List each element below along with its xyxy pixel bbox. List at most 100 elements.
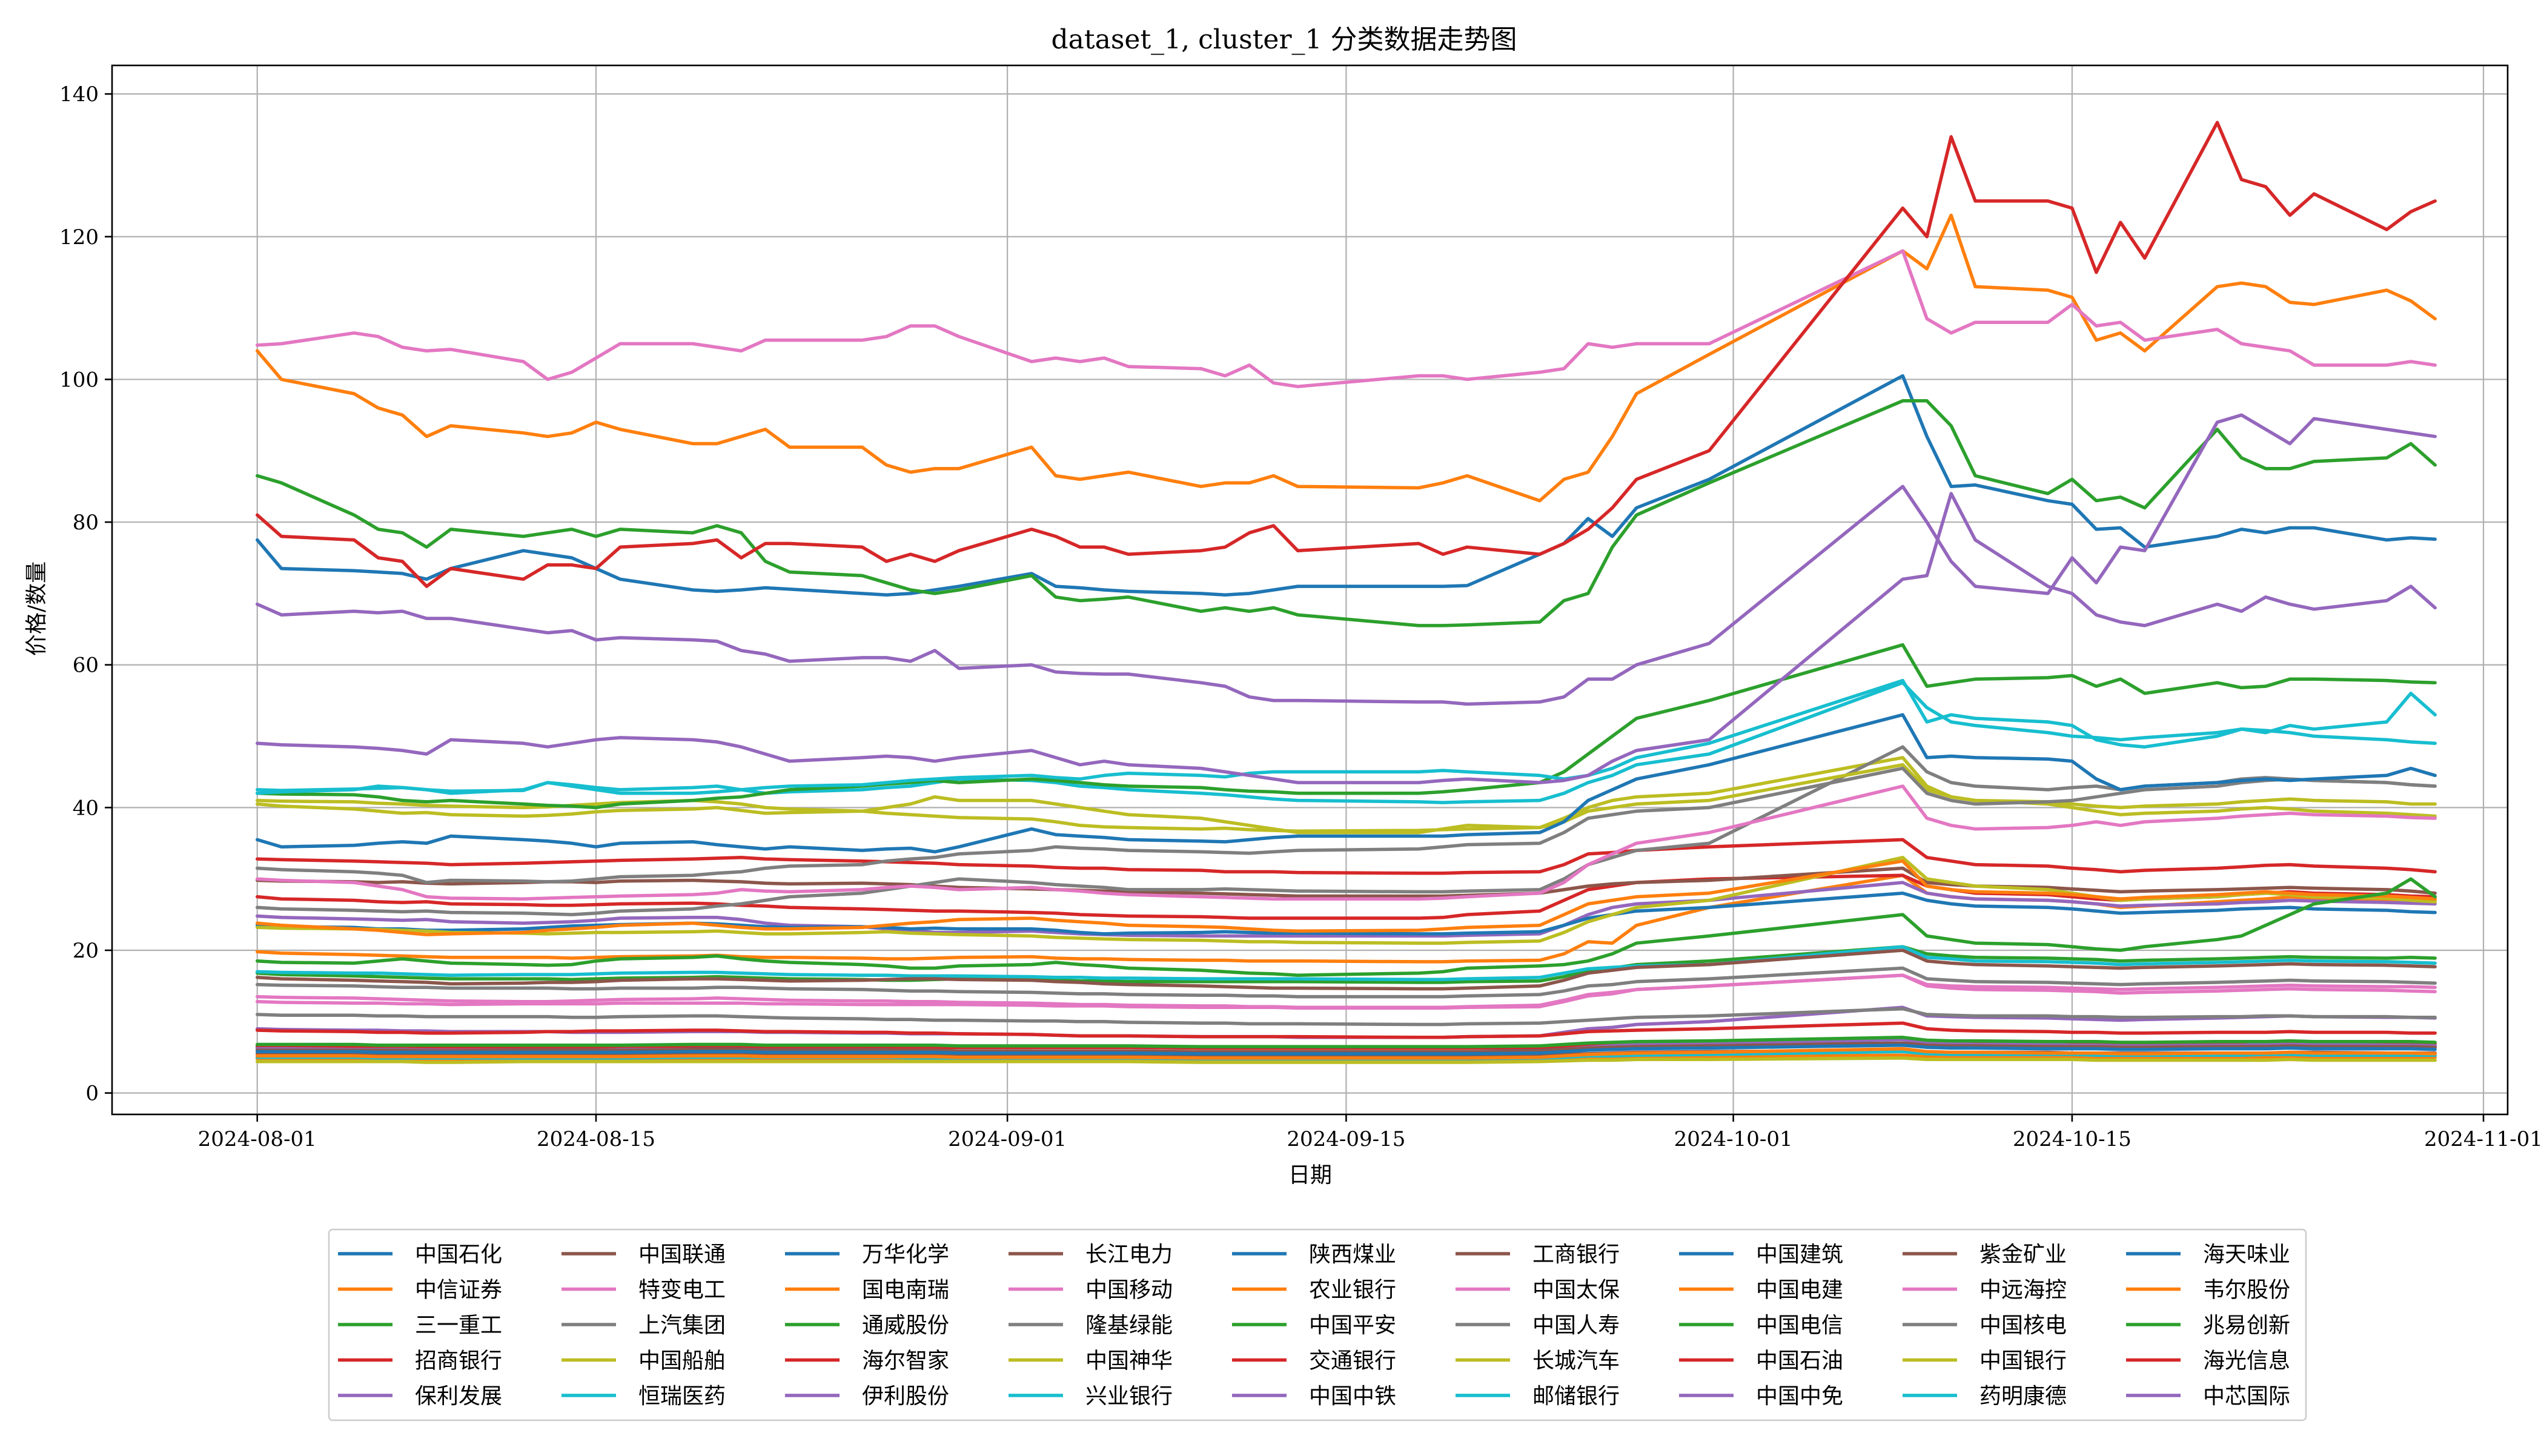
legend-label: 特变电工 xyxy=(638,1278,726,1303)
series-lines xyxy=(255,121,2437,1064)
legend-label: 中信证券 xyxy=(415,1278,502,1303)
y-tick-label: 140 xyxy=(59,82,99,107)
x-tick-label: 2024-09-01 xyxy=(948,1127,1067,1151)
legend-label: 兆易创新 xyxy=(2203,1313,2290,1338)
x-tick-label: 2024-10-01 xyxy=(1674,1127,1793,1151)
series-line-海天味业 xyxy=(255,713,2437,854)
series-line-中国建筑 xyxy=(255,1043,2437,1056)
x-tick-label: 2024-08-01 xyxy=(198,1127,317,1151)
y-axis: 0 20 40 60 80 100 120 140 xyxy=(59,82,112,1106)
legend-label: 邮储银行 xyxy=(1532,1384,1620,1409)
series-line-中远海控 xyxy=(255,973,2437,1010)
series-line-兴业银行 xyxy=(255,945,2437,982)
x-tick-label: 2024-11-01 xyxy=(2424,1127,2543,1151)
legend-label: 长城汽车 xyxy=(1532,1349,1620,1374)
y-tick-label: 0 xyxy=(85,1082,99,1106)
legend-label: 中国石化 xyxy=(415,1242,502,1267)
legend-label: 韦尔股份 xyxy=(2203,1278,2290,1303)
y-tick-label: 120 xyxy=(59,225,99,250)
series-line-陕西煤业 xyxy=(255,891,2437,936)
series-line-工商银行 xyxy=(255,1041,2437,1054)
legend-label: 中国平安 xyxy=(1309,1313,1396,1338)
series-line-万华化学 xyxy=(255,374,2437,597)
legend-label: 中国移动 xyxy=(1085,1278,1173,1303)
x-tick-label: 2024-10-15 xyxy=(2013,1127,2132,1151)
y-tick-label: 100 xyxy=(59,368,99,392)
legend-label: 陕西煤业 xyxy=(1309,1242,1396,1267)
legend-label: 交通银行 xyxy=(1309,1349,1396,1374)
legend-label: 上汽集团 xyxy=(638,1313,726,1338)
legend-label: 中国石油 xyxy=(1756,1349,1843,1374)
legend-label: 中国建筑 xyxy=(1756,1242,1843,1267)
series-line-长江电力 xyxy=(255,866,2437,898)
x-tick-label: 2024-08-15 xyxy=(537,1127,655,1151)
legend-label: 中国太保 xyxy=(1532,1278,1620,1303)
legend-label: 中国中铁 xyxy=(1309,1384,1396,1409)
legend-label: 中国联通 xyxy=(638,1242,726,1267)
legend-label: 兴业银行 xyxy=(1085,1384,1173,1409)
series-line-海光信息 xyxy=(255,121,2437,588)
series-line-中国船舶 xyxy=(255,756,2437,833)
series-line-三一重工 xyxy=(255,945,2437,984)
legend-label: 中国核电 xyxy=(1979,1313,2067,1338)
series-line-中国神华 xyxy=(255,763,2437,835)
series-line-中国人寿 xyxy=(255,766,2437,884)
legend-label: 中国船舶 xyxy=(638,1349,726,1374)
y-tick-label: 80 xyxy=(73,511,99,535)
y-axis-label: 价格/数量 xyxy=(24,561,49,656)
series-line-中国移动 xyxy=(255,249,2437,388)
series-line-恒瑞医药 xyxy=(255,681,2437,804)
series-line-中国银行 xyxy=(255,1056,2437,1064)
legend-label: 农业银行 xyxy=(1309,1278,1396,1303)
y-tick-label: 20 xyxy=(73,939,99,963)
chart-title: dataset_1, cluster_1 分类数据走势图 xyxy=(1052,24,1517,55)
legend-label: 中国神华 xyxy=(1085,1349,1173,1374)
legend-label: 三一重工 xyxy=(415,1313,502,1338)
legend-label: 药明康德 xyxy=(1979,1384,2067,1409)
series-line-中国核电 xyxy=(255,1007,2437,1027)
legend-label: 海天味业 xyxy=(2203,1242,2290,1267)
series-line-韦尔股份 xyxy=(255,859,2437,936)
series-line-国电南瑞 xyxy=(255,213,2437,503)
legend-label: 紫金矿业 xyxy=(1979,1242,2067,1267)
series-line-隆基绿能 xyxy=(255,745,2437,916)
legend-label: 长江电力 xyxy=(1085,1242,1173,1267)
legend-label: 中国银行 xyxy=(1979,1349,2067,1374)
series-line-紫金矿业 xyxy=(255,948,2437,991)
series-line-中国太保 xyxy=(255,784,2437,901)
series-line-中芯国际 xyxy=(255,492,2437,784)
series-line-中国中免 xyxy=(255,413,2437,706)
legend-label: 招商银行 xyxy=(415,1349,502,1374)
y-tick-label: 60 xyxy=(73,654,99,678)
series-line-中国电建 xyxy=(255,1047,2437,1060)
legend-label: 通威股份 xyxy=(862,1313,949,1338)
legend-label: 中国人寿 xyxy=(1532,1313,1620,1338)
legend-label: 工商银行 xyxy=(1532,1242,1620,1267)
legend-label: 海光信息 xyxy=(2203,1349,2290,1374)
series-line-中国平安 xyxy=(255,643,2437,810)
legend-frame xyxy=(328,1228,2307,1421)
x-tick-label: 2024-09-15 xyxy=(1287,1127,1405,1151)
legend-label: 中远海控 xyxy=(1979,1278,2067,1303)
legend-label: 中国电信 xyxy=(1756,1313,1843,1338)
x-axis: 2024-08-01 2024-08-15 2024-09-01 2024-09-15… xyxy=(198,1114,2543,1151)
series-line-伊利股份 xyxy=(255,881,2437,938)
legend-label: 伊利股份 xyxy=(862,1384,949,1409)
x-axis-label: 日期 xyxy=(1288,1163,1332,1188)
legend-label: 中国电建 xyxy=(1756,1278,1843,1303)
series-line-招商银行 xyxy=(255,838,2437,875)
legend-label: 国电南瑞 xyxy=(862,1278,949,1303)
legend-label: 海尔智家 xyxy=(862,1349,949,1374)
plot-area-frame xyxy=(111,64,2509,1116)
series-line-通威股份 xyxy=(255,399,2437,627)
series-line-上汽集团 xyxy=(255,966,2437,999)
series-line-中国石油 xyxy=(255,1021,2437,1039)
legend-label: 恒瑞医药 xyxy=(638,1384,726,1409)
legend-label: 中芯国际 xyxy=(2203,1384,2290,1409)
legend-label: 中国中免 xyxy=(1756,1384,1843,1409)
legend-label: 保利发展 xyxy=(415,1384,502,1409)
legend-label: 万华化学 xyxy=(862,1242,949,1267)
